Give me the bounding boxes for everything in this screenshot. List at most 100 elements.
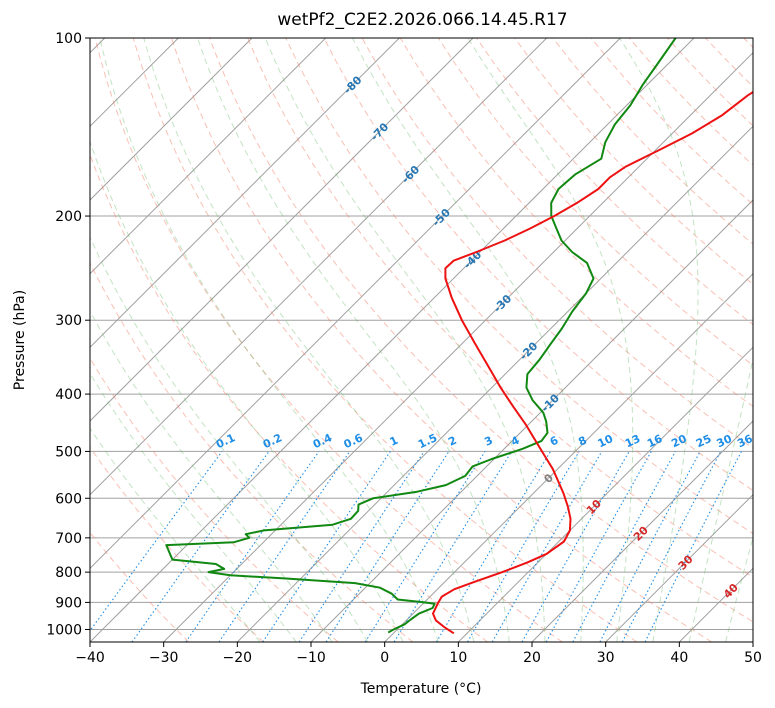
- y-axis-label: Pressure (hPa): [12, 290, 28, 390]
- x-tick-label: −30: [149, 650, 179, 666]
- isotherm-line: [90, 38, 327, 275]
- dry-adiabats: [90, 38, 753, 642]
- mixing-ratio-label: 30: [715, 432, 735, 450]
- axes: −40 −30 −20 −10 0 10 20 30 40 5010020030040050060…: [46, 31, 762, 666]
- isotherm-line: [605, 493, 753, 642]
- y-tick-label: 700: [55, 531, 82, 547]
- mixing-ratio-line: [262, 451, 391, 642]
- y-tick-label: 800: [55, 565, 82, 581]
- isotherm-line: [90, 38, 253, 201]
- y-tick-label: 400: [55, 387, 82, 403]
- mixing-ratio-label: 25: [694, 432, 713, 450]
- y-tick-label: 900: [55, 595, 82, 611]
- moist-adiabat-line: [264, 38, 546, 642]
- moist-adiabat-line: [90, 372, 297, 642]
- y-tick-label: 300: [55, 313, 82, 329]
- x-tick-label: 50: [744, 650, 762, 666]
- isotherm-line: [236, 125, 753, 642]
- dry-adiabat-line: [170, 38, 712, 642]
- mixing-ratio-line: [364, 451, 486, 642]
- mixing-ratio-line: [218, 451, 351, 642]
- dry-adiabat-line: [90, 446, 264, 642]
- isotherm-line: [90, 38, 400, 349]
- mixing-ratio-lines: [90, 451, 742, 642]
- x-tick-label: 0: [380, 650, 389, 666]
- dry-adiabat-line: [94, 38, 563, 642]
- mixing-ratio-label: 4: [509, 434, 522, 449]
- mixing-ratio-label: 0.2: [261, 431, 284, 451]
- x-tick-label: −20: [223, 650, 253, 666]
- dry-adiabat-line: [514, 38, 753, 285]
- moist-adiabat-line: [352, 38, 584, 642]
- isotherm-line: [531, 420, 753, 642]
- mixing-ratio-label: 0.6: [342, 431, 365, 451]
- dry-adiabat-line: [705, 38, 753, 88]
- mixing-ratio-label: 20: [669, 432, 689, 450]
- y-tick-label: 500: [55, 444, 82, 460]
- moist-adiabat-line: [99, 38, 439, 642]
- x-tick-label: 10: [449, 650, 467, 666]
- mixing-ratio-line: [90, 451, 223, 632]
- mixing-ratio-line: [298, 451, 425, 642]
- dry-adiabat-line: [743, 38, 753, 49]
- mixing-ratio-label: 0.4: [311, 431, 334, 451]
- y-tick-label: 1000: [46, 622, 82, 638]
- isotherm-line: [752, 641, 753, 642]
- chart-title: wetPf2_C2E2.2026.066.14.45.R17: [277, 10, 568, 30]
- moist-adiabat-line: [90, 427, 261, 642]
- moist-adiabat-line: [619, 38, 699, 642]
- mixing-ratio-label: 0.1: [214, 431, 237, 451]
- x-tick-label: −10: [296, 650, 326, 666]
- moist-adiabat-line: [143, 38, 475, 642]
- isotherm-line: [678, 567, 753, 642]
- mixing-ratio-label: 13: [623, 432, 642, 450]
- mixing-ratio-label: 3: [482, 434, 494, 449]
- dry-adiabat-line: [285, 38, 753, 535]
- dry-adiabat-line: [90, 261, 414, 642]
- mixing-ratio-line: [599, 451, 701, 642]
- mixing-ratio-label: 8: [576, 434, 588, 449]
- x-tick-label: 30: [597, 650, 615, 666]
- mixing-ratio-label: 16: [645, 432, 665, 450]
- isotherm-line: [457, 346, 753, 642]
- x-tick-label: 20: [523, 650, 541, 666]
- plot-frame: [89, 37, 754, 643]
- isotherm-line: [90, 38, 621, 570]
- mixing-ratio-line: [572, 451, 676, 642]
- mixing-ratio-line: [325, 451, 450, 642]
- sounding-profiles: [165, 38, 753, 635]
- isotherm-line: [90, 38, 474, 422]
- y-tick-label: 600: [55, 491, 82, 507]
- moist-adiabat-line: [688, 356, 753, 642]
- mixing-ratio-line: [621, 451, 722, 642]
- isotherm-line: [384, 272, 753, 642]
- mixing-ratio-label: 1.5: [416, 431, 439, 451]
- dry-adiabat-line: [476, 38, 753, 326]
- y-tick-label: 200: [55, 209, 82, 225]
- mixing-ratio-line: [393, 451, 513, 642]
- x-tick-label: −40: [75, 650, 105, 666]
- moist-adiabat-line: [197, 38, 510, 642]
- mixing-ratio-line: [521, 451, 630, 642]
- mixing-ratio-label: 2: [446, 434, 458, 449]
- background-grid: [90, 38, 753, 642]
- dry-adiabat-line: [90, 531, 190, 642]
- mixing-ratio-label: 36: [735, 432, 755, 450]
- y-tick-label: 100: [55, 31, 82, 47]
- mixing-ratio-label: 6: [548, 434, 561, 449]
- mixing-ratio-line: [545, 451, 652, 642]
- dry-adiabat-line: [590, 38, 753, 206]
- dry-adiabat-line: [552, 38, 753, 245]
- dry-adiabat-line: [323, 38, 753, 492]
- dry-adiabat-line: [90, 357, 339, 642]
- dry-adiabat-line: [90, 153, 488, 642]
- mixing-ratio-line: [131, 451, 270, 642]
- x-axis-label: Temperature (°C): [360, 681, 482, 697]
- temperature-profile: [432, 90, 753, 635]
- mixing-ratio-line: [185, 451, 320, 642]
- isotherm-line: [90, 38, 548, 496]
- x-tick-label: 40: [670, 650, 688, 666]
- mixing-ratio-line: [435, 451, 552, 642]
- moist-adiabat-line: [90, 139, 404, 642]
